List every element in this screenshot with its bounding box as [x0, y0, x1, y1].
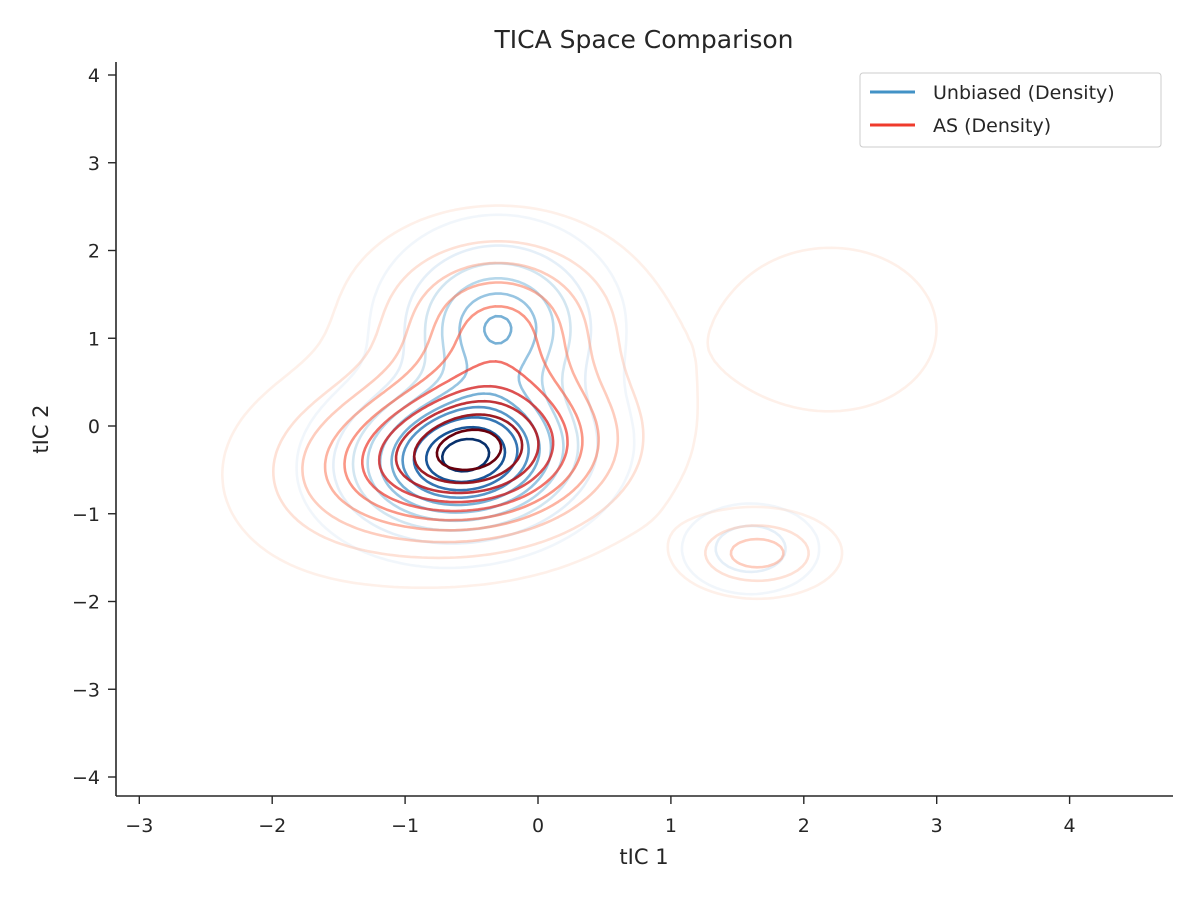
legend: Unbiased (Density) AS (Density): [859, 72, 1162, 148]
x-tick-label: 2: [798, 815, 810, 837]
as-contour-level-7: [377, 384, 555, 504]
x-ticks: −3 −2 −1 0 1 2 3 4: [125, 796, 1076, 837]
x-tick-label: 4: [1064, 815, 1076, 837]
as-contour-level-2: [272, 240, 810, 583]
y-ticks: −4 −3 −2 −1 0 1 2 3 4: [72, 65, 116, 789]
y-tick-label: 4: [88, 65, 100, 87]
y-tick-label: 1: [88, 328, 100, 350]
plot-area: [221, 204, 938, 601]
x-tick-label: −3: [125, 815, 153, 837]
as-contour-level-5: [343, 305, 584, 522]
y-tick-label: −4: [72, 767, 100, 789]
axes: −3 −2 −1 0 1 2 3 4 −4 −3 −2 −1 0 1 2 3 4: [72, 62, 1173, 837]
as-contour-level-8: [394, 399, 540, 495]
x-tick-label: 1: [665, 815, 677, 837]
legend-label-as: AS (Density): [933, 115, 1051, 137]
as-contour-level-1: [221, 204, 938, 601]
y-tick-label: 3: [88, 153, 100, 175]
y-axis-label: tIC 2: [29, 404, 53, 453]
y-tick-label: 0: [88, 416, 100, 438]
x-tick-label: −2: [258, 815, 286, 837]
as-contour-level-10: [435, 428, 503, 472]
legend-box: [859, 72, 1162, 148]
legend-label-unbiased: Unbiased (Density): [933, 82, 1115, 104]
y-tick-label: 2: [88, 241, 100, 263]
x-axis-label: tIC 1: [619, 845, 668, 869]
as-contour-level-3: [301, 261, 785, 569]
as-contours: [221, 204, 938, 601]
unbiased-contours: [295, 213, 821, 596]
y-tick-label: −3: [72, 679, 100, 701]
x-tick-label: 3: [931, 815, 943, 837]
x-tick-label: −1: [391, 815, 419, 837]
y-tick-label: −1: [72, 504, 100, 526]
as-contour-level-6: [361, 360, 569, 513]
unbiased-contour-level-9: [425, 425, 507, 484]
chart-title: TICA Space Comparison: [494, 25, 794, 54]
x-tick-label: 0: [532, 815, 544, 837]
as-contour-level-4: [323, 281, 600, 532]
unbiased-contour-level-1: [295, 213, 821, 596]
y-tick-label: −2: [72, 592, 100, 614]
as-contour-level-9: [412, 413, 524, 485]
